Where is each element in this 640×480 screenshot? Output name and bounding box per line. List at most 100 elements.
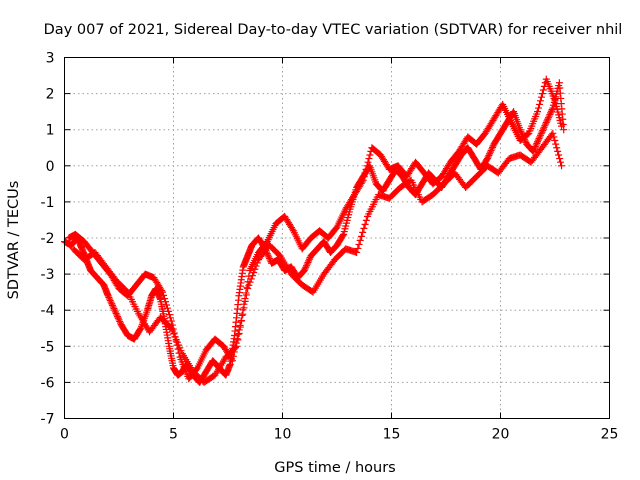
data-point-marker [558,162,566,170]
data-point-marker [241,297,249,305]
data-point-marker [112,309,120,317]
y-axis-label: SDTVAR / TECUs [6,181,22,300]
data-point-marker [361,220,369,228]
data-point-marker [484,153,492,161]
chart-title: Day 007 of 2021, Sidereal Day-to-day VTE… [44,22,623,38]
data-point-marker [236,323,244,331]
data-point-marker [109,303,117,311]
grid-lines [64,57,610,419]
data-point-marker [106,297,114,305]
data-point-marker [359,228,367,236]
x-tick-label: 5 [169,427,178,443]
data-point-marker [488,145,496,153]
data-point-marker [353,248,361,256]
data-point-marker [247,275,255,283]
data-point-marker [265,253,273,261]
series-track-3 [69,129,566,386]
data-point-marker [535,100,543,108]
y-tick-label: -5 [41,339,55,355]
data-point-marker [535,135,543,143]
y-tick-label: -6 [41,375,55,391]
data-point-marker [554,147,562,155]
data-point-marker [359,176,367,184]
data-point-marker [108,300,116,308]
data-point-marker [552,140,560,148]
series-track-2 [65,75,566,383]
data-point-marker [113,311,121,319]
data-point-marker [543,117,551,125]
data-point-marker [536,131,544,139]
y-tick-label: 3 [46,51,55,67]
data-point-marker [104,292,112,300]
data-point-marker [288,225,296,233]
data-point-marker [545,112,553,120]
data-point-marker [486,150,494,158]
data-point-marker [539,127,547,135]
data-point-marker [362,216,370,224]
data-point-marker [248,272,256,280]
data-point-marker [538,128,546,136]
data-point-marker [542,120,550,128]
data-point-marker [114,313,122,321]
data-point-marker [544,115,552,123]
data-point-marker [245,281,253,289]
data-point-marker [517,127,525,135]
data-point-marker [560,126,568,134]
data-point-marker [556,155,564,163]
data-point-marker [253,259,261,267]
data-point-marker [239,310,247,318]
data-point-marker [363,162,371,170]
data-point-marker [111,308,119,316]
data-point-marker [537,93,545,101]
data-point-marker [536,133,544,141]
data-point-marker [537,130,545,138]
data-point-marker [547,107,555,115]
data-point-marker [541,122,549,130]
data-point-marker [534,138,542,146]
data-point-marker [238,317,246,325]
data-point-marker [532,141,540,149]
data-point-marker [305,257,313,265]
data-point-marker [547,109,555,117]
data-point-marker [355,240,363,248]
data-point-marker [234,336,242,344]
y-tick-label: 0 [46,159,55,175]
data-point-marker [539,125,547,133]
data-point-marker [356,236,364,244]
data-point-marker [365,155,373,163]
data-point-marker [487,147,495,155]
x-tick-label: 20 [492,427,510,443]
data-point-marker [165,311,173,319]
data-point-marker [163,304,171,312]
data-point-marker [106,295,114,303]
data-point-marker [123,287,131,295]
data-point-marker [534,136,542,144]
data-point-marker [265,254,273,262]
data-point-marker [136,325,144,333]
data-point-marker [159,288,167,296]
data-point-marker [302,263,310,271]
data-point-marker [233,342,241,350]
data-point-marker [544,114,552,122]
data-point-marker [533,139,541,147]
data-point-marker [366,151,374,159]
data-point-marker [110,305,118,313]
data-point-marker [358,178,366,186]
data-point-marker [228,357,236,365]
data-point-marker [357,232,365,240]
y-tick-label: 1 [46,123,55,139]
data-point-marker [536,97,544,105]
data-point-marker [162,301,170,309]
data-point-marker [360,224,368,232]
data-point-marker [242,291,250,299]
data-point-marker [354,244,362,252]
data-point-marker [108,301,116,309]
data-point-marker [235,329,243,337]
data-point-marker [531,144,539,152]
data-point-marker [164,307,172,315]
data-point-marker [489,143,497,151]
plot-frame [64,57,610,419]
data-point-marker [534,108,542,116]
